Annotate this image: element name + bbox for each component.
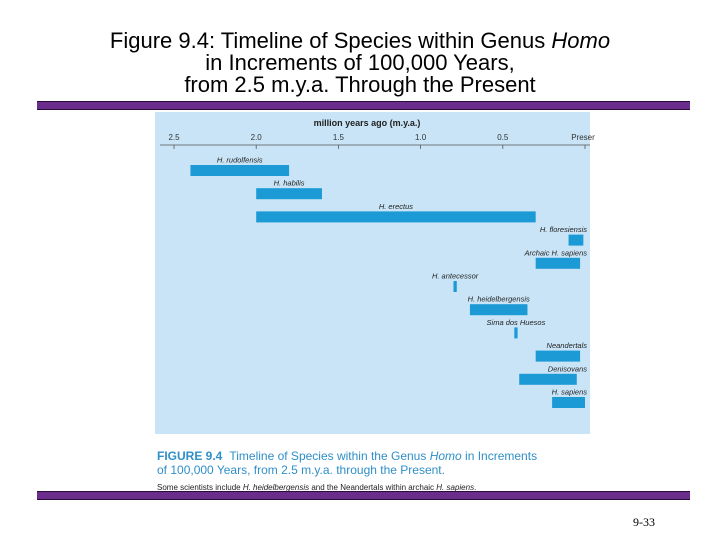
bar-label: H. rudolfensis xyxy=(217,156,263,165)
title-line-2: in Increments of 100,000 Years, xyxy=(205,50,515,75)
caption-text-1a: Timeline of Species within the Genus xyxy=(229,449,429,463)
species-bar xyxy=(535,350,581,362)
axis-title: million years ago (m.y.a.) xyxy=(314,118,421,128)
title-line-1-italic: Homo xyxy=(551,28,611,53)
bar-label: Neandertals xyxy=(547,341,588,350)
tick-label: 1.5 xyxy=(333,133,345,142)
species-bar xyxy=(552,397,585,408)
caption-line-1: FIGURE 9.4 Timeline of Species within the… xyxy=(157,449,537,463)
species-bar xyxy=(256,211,536,223)
slide-title: Figure 9.4: Timeline of Species within G… xyxy=(0,30,720,96)
caption-note-b: and the Neandertals within archaic xyxy=(309,483,436,492)
species-bar xyxy=(256,188,322,200)
species-bar xyxy=(568,234,584,246)
bar-label: Sima dos Huesos xyxy=(487,318,546,327)
title-line-1-text: Figure 9.4: Timeline of Species within G… xyxy=(109,28,552,53)
bar-label: Denisovans xyxy=(548,364,587,373)
caption-figure-label: FIGURE 9.4 xyxy=(157,449,223,463)
tick-label: Present xyxy=(571,133,595,142)
species-bar xyxy=(190,165,290,176)
tick-label: 2.5 xyxy=(168,133,180,142)
species-bar xyxy=(469,304,528,316)
caption-note-c: . xyxy=(474,483,476,492)
species-bars: H. rudolfensis H. habilis H. erectus H. flo… xyxy=(190,156,588,408)
page-number: 9-33 xyxy=(633,515,655,529)
species-bar xyxy=(453,281,457,292)
title-line-3: from 2.5 m.y.a. Through the Present xyxy=(184,72,536,97)
species-bar xyxy=(535,257,581,269)
bar-label: H. erectus xyxy=(379,202,413,211)
tick-label: 2.0 xyxy=(251,133,263,142)
species-timeline-chart: million years ago (m.y.a.) 2.5 2.0 1.5 1.0 0… xyxy=(155,112,595,492)
bar-label: H. heidelbergensis xyxy=(468,295,530,304)
bar-label: H. antecessor xyxy=(432,272,479,281)
species-bar xyxy=(514,327,518,339)
tick-label: 1.0 xyxy=(415,133,427,142)
bar-label: H. habilis xyxy=(274,179,305,188)
caption-note-italic-1: H. heidelbergensis xyxy=(243,483,309,492)
title-line-1: Figure 9.4: Timeline of Species within G… xyxy=(0,30,720,52)
caption-text-1b: in Increments xyxy=(462,449,537,463)
bar-label: Archaic H. sapiens xyxy=(523,248,587,257)
caption-line-2: of 100,000 Years, from 2.5 m.y.a. throug… xyxy=(157,463,445,477)
top-divider-rule xyxy=(37,101,690,110)
caption-note: Some scientists include H. heidelbergens… xyxy=(157,483,476,492)
caption-note-italic-2: H. sapiens xyxy=(436,483,474,492)
species-bar xyxy=(519,373,577,385)
bar-label: H. floresiensis xyxy=(540,225,587,234)
caption-note-a: Some scientists include xyxy=(157,483,243,492)
tick-label: 0.5 xyxy=(497,133,509,142)
bottom-divider-rule xyxy=(37,491,690,500)
bar-label: H. sapiens xyxy=(552,388,588,397)
axis-ticks: 2.5 2.0 1.5 1.0 0.5 Present xyxy=(168,133,595,149)
caption-text-1-italic: Homo xyxy=(430,449,462,463)
